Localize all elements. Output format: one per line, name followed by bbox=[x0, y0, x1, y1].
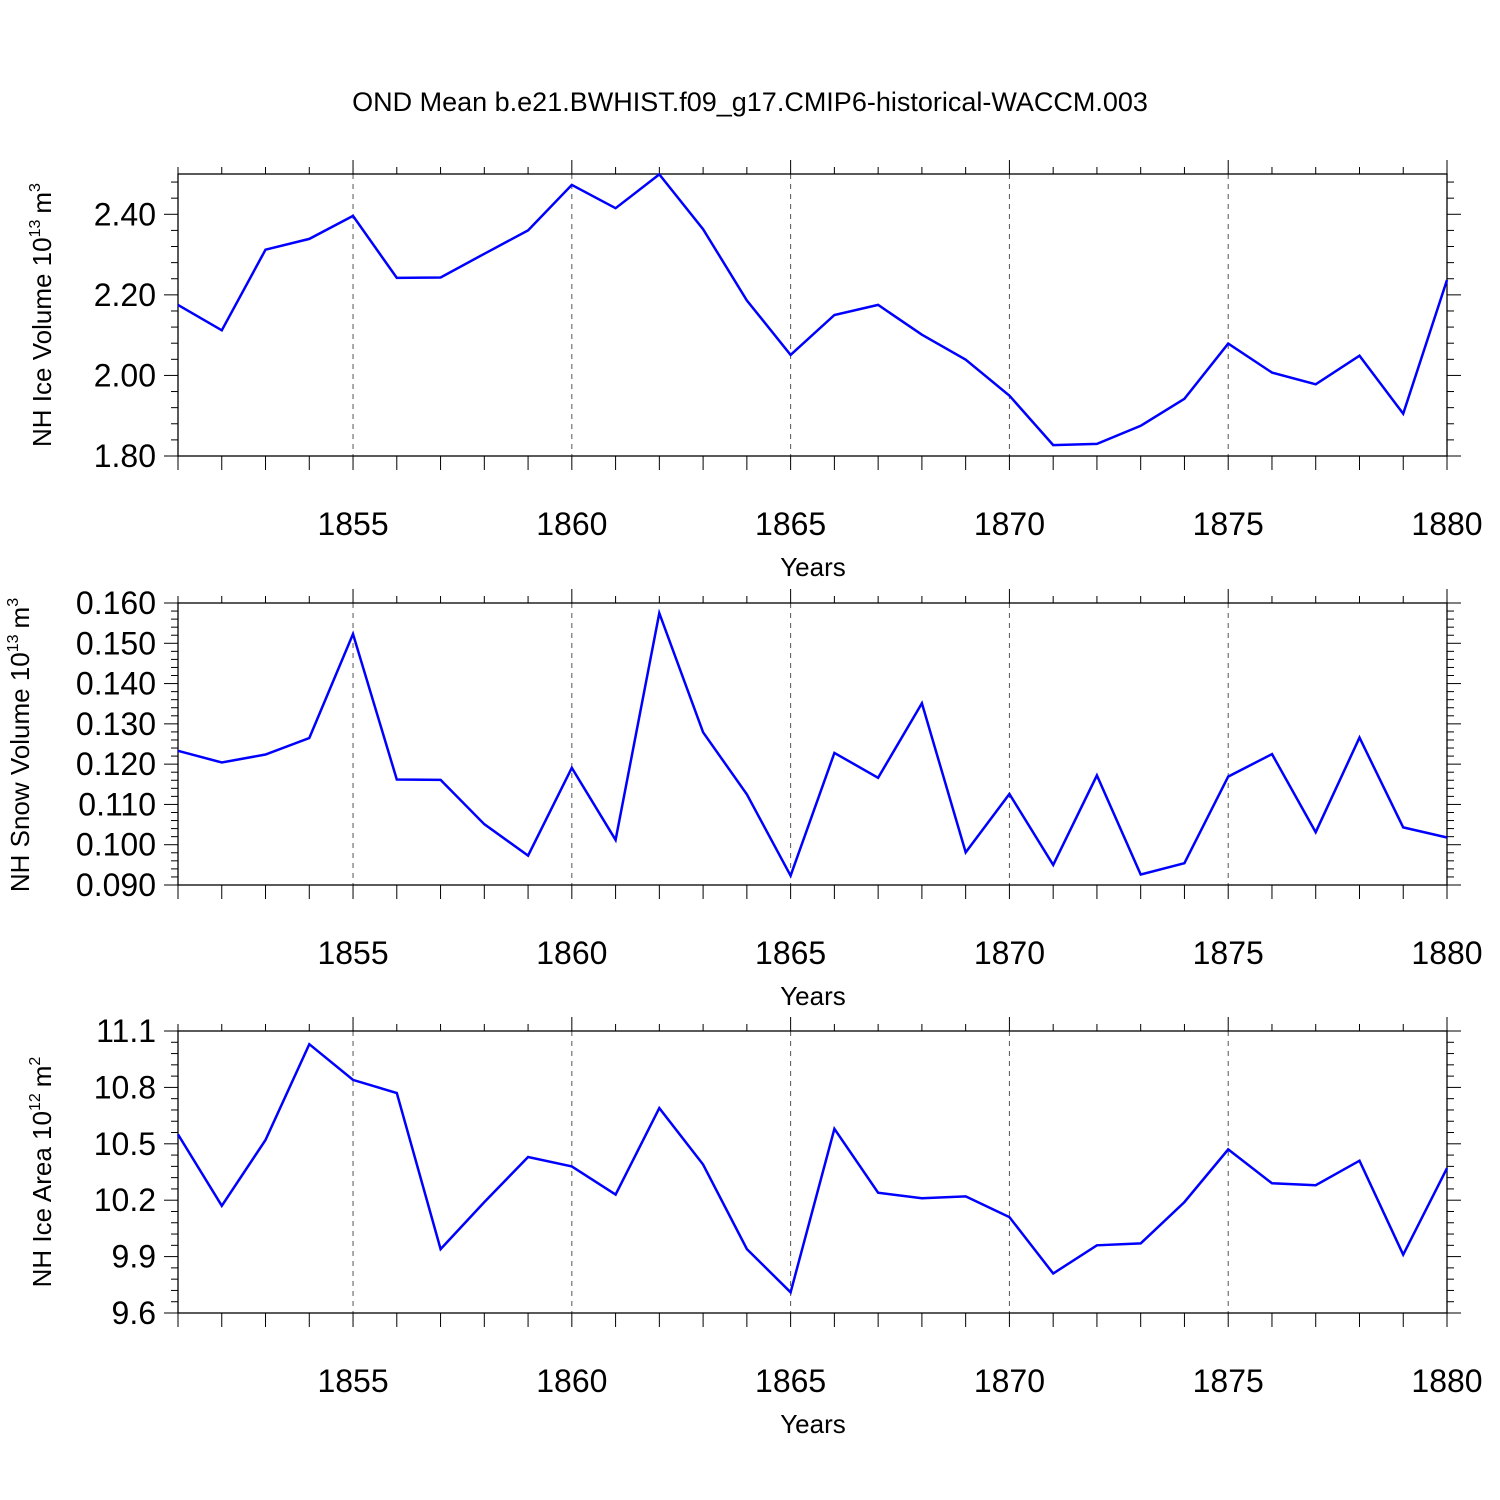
series-line bbox=[177, 608, 1448, 879]
x-tick-label: 1870 bbox=[974, 935, 1045, 971]
y-label-unit: m bbox=[27, 192, 57, 214]
y-tick-label: 0.150 bbox=[76, 625, 156, 661]
y-tick-label: 0.130 bbox=[76, 706, 156, 742]
x-tick-label: 1860 bbox=[536, 935, 607, 971]
y-label-exponent: 13 bbox=[5, 634, 22, 652]
y-label-unit: m bbox=[27, 1066, 57, 1088]
x-tick-label: 1860 bbox=[536, 1363, 607, 1399]
x-tick-label: 1870 bbox=[974, 1363, 1045, 1399]
plot-frame bbox=[177, 173, 1448, 457]
plot-frame bbox=[177, 1030, 1448, 1314]
x-tick-label: 1855 bbox=[317, 1363, 388, 1399]
y-tick-label: 10.5 bbox=[94, 1126, 156, 1162]
y-tick-label: 10.2 bbox=[94, 1182, 156, 1218]
x-tick-label: 1880 bbox=[1411, 506, 1482, 542]
panels: 1.80 2.00 2.20 2.40 1855 1860 1865 1870 1875 1880… bbox=[5, 160, 1483, 1439]
x-axis-label: Years bbox=[780, 552, 846, 582]
x-tick-label: 1870 bbox=[974, 506, 1045, 542]
y-axis-label: NH Ice Area 1012 m2 bbox=[27, 1057, 57, 1288]
x-tick-label: 1880 bbox=[1411, 935, 1482, 971]
x-axis-label: Years bbox=[780, 1409, 846, 1439]
x-axis-label: Years bbox=[780, 981, 846, 1011]
x-tick-label: 1855 bbox=[317, 506, 388, 542]
y-label-text: NH Snow Volume 10 bbox=[5, 652, 35, 892]
y-tick-label: 0.090 bbox=[76, 867, 156, 903]
y-tick-label: 9.9 bbox=[112, 1239, 156, 1275]
x-tick-label: 1875 bbox=[1193, 506, 1264, 542]
y-label-text: NH Ice Volume 10 bbox=[27, 237, 57, 447]
y-tick-label: 11.1 bbox=[96, 1013, 156, 1049]
y-tick-label: 0.120 bbox=[76, 746, 156, 782]
x-tick-label: 1875 bbox=[1193, 935, 1264, 971]
chart-title: OND Mean b.e21.BWHIST.f09_g17.CMIP6-hist… bbox=[352, 87, 1148, 117]
x-tick-label: 1865 bbox=[755, 1363, 826, 1399]
y-tick-label: 1.80 bbox=[94, 438, 156, 474]
y-axis-label: NH Ice Volume 1013 m3 bbox=[27, 183, 57, 447]
y-tick-label: 0.100 bbox=[76, 827, 156, 863]
y-tick-label: 0.140 bbox=[76, 666, 156, 702]
y-label-exponent: 12 bbox=[27, 1093, 44, 1111]
x-tick-label: 1860 bbox=[536, 506, 607, 542]
y-label-exponent: 13 bbox=[27, 220, 44, 238]
x-tick-label: 1865 bbox=[755, 506, 826, 542]
y-label-text: NH Ice Area 10 bbox=[27, 1111, 57, 1287]
y-label-unit: m bbox=[5, 607, 35, 629]
plot-frame bbox=[177, 602, 1448, 886]
y-tick-label: 0.110 bbox=[78, 786, 156, 822]
x-tick-label: 1880 bbox=[1411, 1363, 1482, 1399]
y-label-unit-exponent: 3 bbox=[5, 598, 22, 607]
y-axis-label: NH Snow Volume 1013 m3 bbox=[5, 598, 35, 892]
y-tick-label: 2.20 bbox=[94, 277, 156, 313]
y-tick-label: 0.160 bbox=[76, 585, 156, 621]
y-label-unit-exponent: 2 bbox=[27, 1057, 44, 1066]
panel-2: 0.090 0.100 0.110 0.120 0.130 0.140 0.150 0.160… bbox=[5, 585, 1483, 1011]
x-tick-label: 1875 bbox=[1193, 1363, 1264, 1399]
y-tick-label: 2.40 bbox=[94, 196, 156, 232]
y-tick-label: 10.8 bbox=[94, 1069, 156, 1105]
panel-3: 9.6 9.9 10.2 10.5 10.8 11.1 1855 1860 1865 1870 18… bbox=[27, 1013, 1483, 1439]
panel-1: 1.80 2.00 2.20 2.40 1855 1860 1865 1870 1875 1880… bbox=[27, 160, 1483, 582]
y-tick-label: 2.00 bbox=[94, 357, 156, 393]
y-label-unit-exponent: 3 bbox=[27, 183, 44, 192]
series-line bbox=[176, 1042, 1449, 1295]
x-tick-label: 1855 bbox=[317, 935, 388, 971]
series-line bbox=[177, 172, 1449, 447]
y-tick-label: 9.6 bbox=[112, 1295, 156, 1331]
x-tick-label: 1865 bbox=[755, 935, 826, 971]
